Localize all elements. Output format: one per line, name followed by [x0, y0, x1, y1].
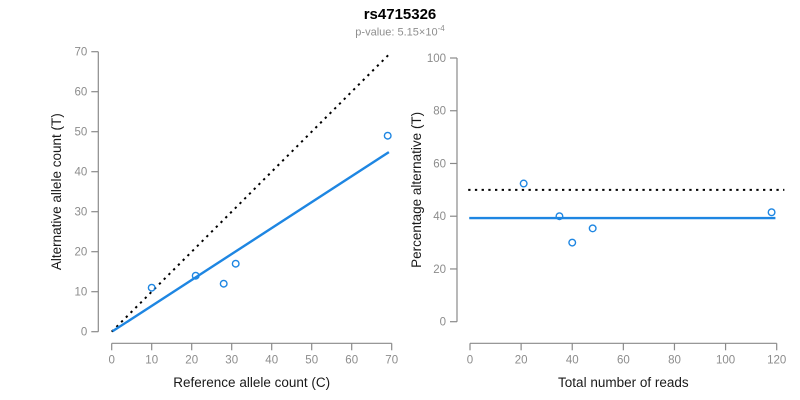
fit-line: [111, 151, 390, 333]
y-tick-label: 20: [433, 264, 446, 276]
x-tick-label: 40: [265, 354, 278, 366]
data-point: [383, 131, 392, 140]
data-point: [519, 179, 528, 188]
y-axis-title: Percentage alternative (T): [409, 112, 424, 268]
y-tick-label: 40: [433, 211, 446, 223]
x-tick-label: 20: [185, 354, 198, 366]
subtitle-pvalue-text: p-value: 5.15×10: [355, 26, 438, 39]
y-tick-label: 60: [75, 87, 88, 99]
y-tick-label: 20: [75, 247, 88, 259]
data-point: [147, 283, 156, 292]
x-tick-label: 30: [225, 354, 238, 366]
y-tick-label: 70: [75, 47, 88, 59]
x-tick-label: 120: [767, 354, 786, 366]
figure-title: rs4715326: [363, 6, 437, 23]
y-tick-label: 40: [75, 167, 88, 179]
x-tick-label: 0: [108, 354, 114, 366]
y-axis-title: Alternative allele count (T): [49, 113, 64, 270]
subtitle-exponent: -4: [437, 24, 445, 33]
y-tick-label: 60: [433, 158, 446, 170]
x-tick-label: 10: [145, 354, 158, 366]
x-tick-label: 50: [305, 354, 318, 366]
x-tick-label: 60: [617, 354, 630, 366]
x-tick-label: 70: [385, 354, 398, 366]
data-point: [231, 259, 240, 268]
data-point: [568, 238, 577, 247]
y-tick-label: 50: [75, 127, 88, 139]
figure-subtitle: p-value: 5.15×10-4: [0, 24, 800, 39]
x-axis-title: Reference allele count (C): [173, 375, 330, 390]
identity-line: [110, 52, 391, 333]
y-tick-label: 80: [433, 106, 446, 118]
data-point: [767, 208, 776, 217]
x-tick-label: 60: [345, 354, 358, 366]
y-tick-label: 0: [440, 317, 446, 329]
x-tick-label: 40: [566, 354, 579, 366]
data-point: [555, 212, 564, 221]
x-tick-label: 80: [668, 354, 681, 366]
data-point: [191, 271, 200, 280]
y-tick-label: 0: [81, 327, 87, 339]
data-point: [219, 279, 228, 288]
data-point: [588, 224, 597, 233]
y-tick-label: 100: [427, 53, 446, 65]
x-axis-title: Total number of reads: [558, 375, 689, 390]
y-tick-label: 10: [75, 287, 88, 299]
y-tick-label: 30: [75, 207, 88, 219]
x-tick-label: 20: [515, 354, 528, 366]
x-tick-label: 0: [467, 354, 473, 366]
x-tick-label: 100: [716, 354, 735, 366]
